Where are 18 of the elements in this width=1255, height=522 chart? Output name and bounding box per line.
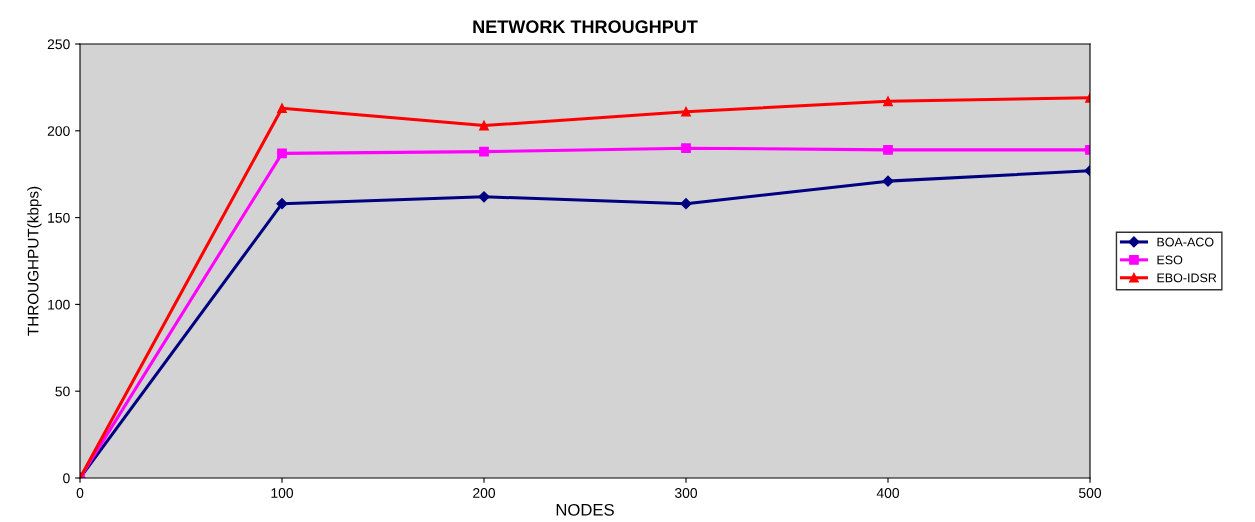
x-tick-label: 100 bbox=[271, 488, 294, 498]
y-tick-label: 200 bbox=[47, 126, 70, 136]
y-tick-label: 250 bbox=[47, 39, 70, 50]
x-tick-label: 500 bbox=[1078, 488, 1102, 498]
y-tick-label: 0 bbox=[63, 473, 70, 484]
y-tick-label: 50 bbox=[55, 386, 70, 397]
y-axis-title: THROUGHPUT(kbps) bbox=[27, 186, 42, 336]
x-tick-label: 200 bbox=[473, 488, 496, 498]
legend-label: EBO-IDSR bbox=[1157, 273, 1217, 283]
y-tick-label: 100 bbox=[48, 299, 70, 310]
y-tick-label: 150 bbox=[48, 212, 70, 223]
x-tick-label: 400 bbox=[876, 488, 900, 498]
x-tick-label: 0 bbox=[76, 488, 84, 498]
x-tick-label: 300 bbox=[674, 488, 698, 498]
x-axis-title: NODES bbox=[556, 503, 614, 516]
chart-title: NETWORK THROUGHPUT bbox=[473, 20, 698, 34]
legend-label: ESO bbox=[1157, 255, 1183, 265]
legend-label: BOA-ACO bbox=[1157, 237, 1214, 247]
